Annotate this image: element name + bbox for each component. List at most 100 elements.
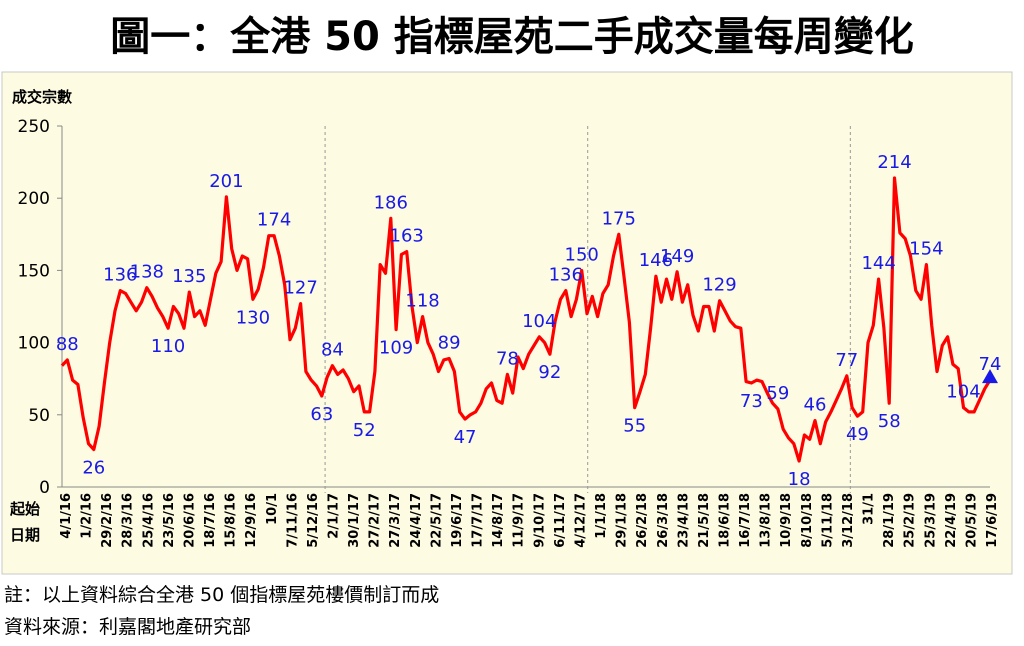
y-tick-label: 250 (18, 117, 50, 137)
data-label: 84 (321, 340, 344, 361)
x-tick-label: 19/6/17 (450, 493, 465, 548)
data-label: 52 (353, 420, 376, 441)
x-tick-label: 4/1/16 (59, 493, 74, 539)
x-tick-label: 16/7/18 (738, 493, 753, 548)
data-label: 174 (257, 210, 291, 231)
data-label: 175 (602, 208, 636, 229)
x-tick-label: 6/11/17 (553, 493, 568, 548)
data-label: 118 (405, 291, 439, 312)
x-tick-label: 10/9/18 (779, 493, 794, 548)
y-axis-label: 成交宗數 (12, 88, 72, 106)
x-tick-label: 28/3/16 (121, 493, 136, 548)
footnote: 註：以上資料綜合全港 50 個指標屋苑樓價制訂而成 (4, 584, 440, 606)
data-label: 149 (660, 246, 694, 267)
x-tick-label: 4/12/17 (573, 493, 588, 548)
x-tick-label: 22/4/19 (944, 493, 959, 548)
x-tick-label: 22/5/17 (429, 493, 444, 548)
x-axis-label-line2: 日期 (10, 526, 40, 544)
x-tick-label: 12/9/16 (244, 493, 259, 548)
x-tick-label: 28/1/19 (882, 493, 897, 548)
data-label: 77 (835, 350, 858, 371)
data-label: 130 (236, 307, 270, 328)
x-tick-label: 2/1/17 (327, 493, 342, 539)
data-label: 109 (379, 338, 413, 359)
x-tick-label: 14/8/17 (491, 493, 506, 548)
data-label: 144 (861, 253, 895, 274)
x-tick-label: 26/3/18 (656, 493, 671, 548)
x-tick-label: 21/5/18 (697, 493, 712, 548)
data-label: 58 (878, 411, 901, 432)
x-axis-label-line1: 起始 (9, 500, 40, 518)
x-tick-label: 25/3/19 (923, 493, 938, 548)
x-tick-label: 31/1 (862, 493, 877, 525)
y-tick-label: 0 (39, 478, 50, 498)
x-tick-label: 1/2/16 (80, 493, 95, 539)
series-line (60, 176, 992, 463)
data-label: 201 (209, 171, 243, 192)
data-label: 146 (639, 250, 673, 271)
x-tick-label: 18/6/18 (717, 493, 732, 548)
source-note: 資料來源：利嘉閣地產研究部 (4, 616, 252, 638)
data-label: 163 (390, 226, 424, 247)
data-label: 138 (130, 262, 164, 283)
x-tick-label: 5/12/16 (306, 493, 321, 548)
data-label: 59 (766, 383, 789, 404)
x-tick-label: 10/1 (265, 493, 280, 525)
data-label: 49 (846, 424, 869, 445)
y-tick-label: 100 (18, 334, 50, 354)
x-tick-label: 25/4/16 (141, 493, 156, 548)
data-label: 135 (172, 266, 206, 287)
x-tick-label: 7/11/16 (285, 493, 300, 548)
data-label: 110 (151, 336, 185, 357)
y-tick-label: 50 (28, 406, 50, 426)
data-label: 78 (496, 348, 519, 369)
y-tick-label: 150 (18, 261, 50, 281)
data-label: 136 (549, 265, 583, 286)
y-tick-label: 200 (18, 189, 50, 209)
x-tick-label: 25/2/19 (903, 493, 918, 548)
x-tick-label: 13/8/18 (759, 493, 774, 548)
data-label: 55 (623, 416, 646, 437)
data-label: 26 (82, 457, 105, 478)
data-label: 136 (103, 265, 137, 286)
x-tick-label: 9/10/17 (532, 493, 547, 548)
x-tick-label: 29/1/18 (615, 493, 630, 548)
data-label: 47 (454, 427, 477, 448)
data-label: 89 (438, 332, 461, 353)
x-tick-label: 18/7/16 (203, 493, 218, 548)
x-tick-label: 26/2/18 (635, 493, 650, 548)
page-title: 圖一：全港 50 指標屋苑二手成交量每周變化 (110, 14, 914, 60)
x-tick-label: 17/7/17 (471, 493, 486, 548)
data-label: 74 (979, 354, 1002, 375)
data-label: 73 (740, 391, 763, 412)
data-label: 129 (702, 275, 736, 296)
data-label: 104 (946, 382, 980, 403)
x-tick-label: 1/1/18 (594, 493, 609, 539)
data-label: 104 (522, 311, 556, 332)
latest-point-marker (982, 369, 998, 384)
data-label: 154 (909, 239, 943, 260)
x-tick-label: 11/9/17 (512, 493, 527, 548)
data-label: 18 (788, 469, 811, 490)
x-tick-label: 23/4/18 (676, 493, 691, 548)
data-label: 150 (565, 244, 599, 265)
x-tick-label: 3/12/18 (841, 493, 856, 548)
data-label: 186 (374, 192, 408, 213)
data-label: 63 (310, 404, 333, 425)
data-label: 88 (56, 334, 79, 355)
data-label: 46 (804, 395, 827, 416)
x-tick-label: 8/10/18 (800, 493, 815, 548)
x-tick-label: 27/3/17 (388, 493, 403, 548)
data-label: 92 (538, 362, 561, 383)
x-tick-label: 27/2/17 (368, 493, 383, 548)
x-tick-label: 23/5/16 (162, 493, 177, 548)
x-tick-label: 17/6/19 (985, 493, 1000, 548)
data-label: 127 (283, 278, 317, 299)
x-tick-label: 30/1/17 (347, 493, 362, 548)
x-tick-label: 29/2/16 (100, 493, 115, 548)
x-tick-label: 24/4/17 (409, 493, 424, 548)
x-tick-label: 5/11/18 (820, 493, 835, 548)
x-tick-label: 20/6/16 (182, 493, 197, 548)
x-tick-label: 20/5/19 (964, 493, 979, 548)
